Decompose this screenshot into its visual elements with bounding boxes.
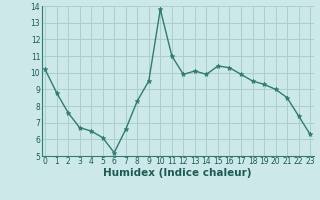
X-axis label: Humidex (Indice chaleur): Humidex (Indice chaleur) <box>103 168 252 178</box>
